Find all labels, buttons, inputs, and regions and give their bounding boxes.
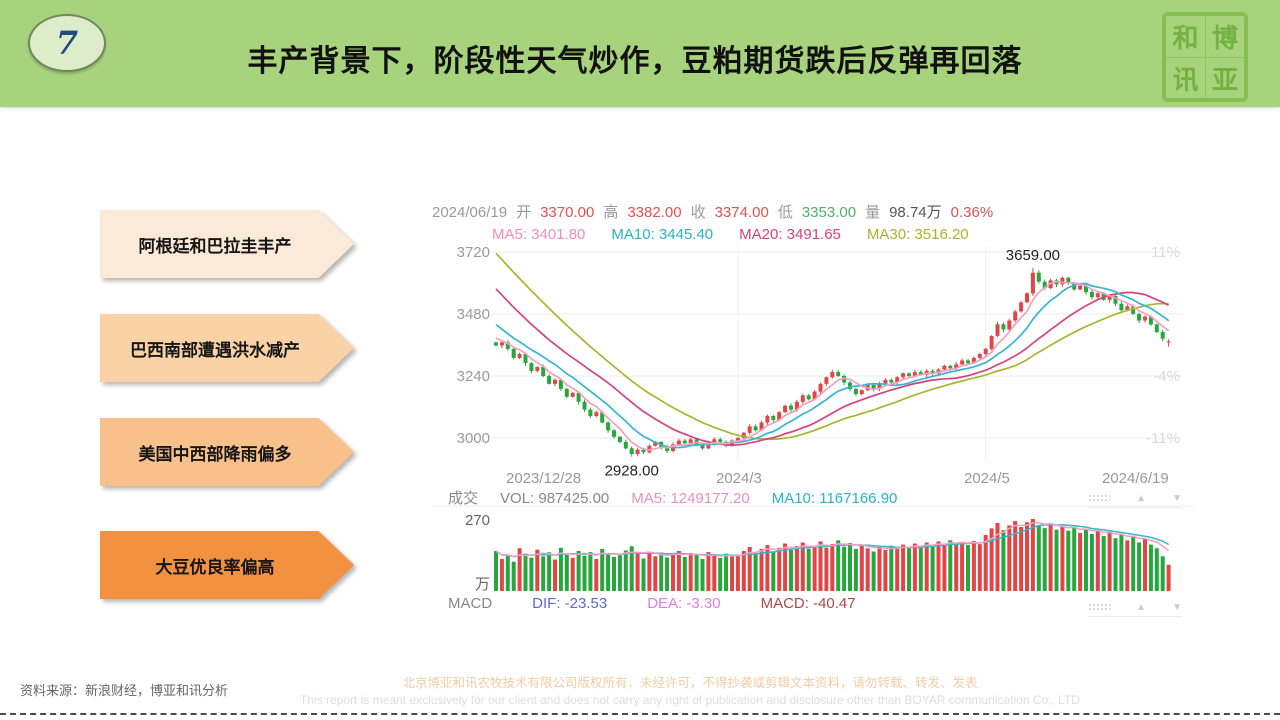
text-segment: 3353.00: [801, 204, 857, 221]
slide-header: 7 丰产背景下，阶段性天气炒作，豆粕期货跌后反弹再回落 和 博 讯 亚: [0, 0, 1280, 107]
text-segment: 3370.00: [540, 204, 595, 221]
x-axis-label: 2024/5: [964, 470, 1010, 487]
panel-toggle-icons: ▲ ▼: [1088, 600, 1182, 617]
collapse-down-icon[interactable]: ▼: [1172, 492, 1182, 504]
x-axis-label: 2024/6/19: [1102, 470, 1169, 487]
text-segment: MA30: 3516.20: [866, 226, 969, 243]
callout-arrow: 阿根廷和巴拉圭丰产: [100, 210, 354, 278]
drag-dots-icon[interactable]: [1088, 602, 1110, 612]
text-segment: MACD: [448, 595, 493, 612]
text-segment: 0.36%: [950, 204, 994, 221]
price-candlestick-plot: 3720 3480 3240 3000 11% -4% -11% 2928.00 3659.00: [457, 246, 1182, 480]
text-segment: 2024/06/19: [432, 204, 508, 221]
macd-info-bar: MACD DIF: -23.53 DEA: -3.30 MACD: -40.47: [448, 595, 896, 612]
callout-soybean-rating: 大豆优良率偏高: [100, 531, 354, 599]
callout-arrow: 大豆优良率偏高: [100, 531, 354, 599]
text-segment: MA10: 3445.40: [611, 226, 714, 243]
svg-text:3240: 3240: [457, 368, 490, 385]
callout-arrow: 美国中西部降雨偏多: [100, 418, 354, 486]
text-segment: MA20: 3491.65: [739, 226, 841, 243]
svg-text:万: 万: [475, 576, 490, 593]
logo-char: 和: [1172, 23, 1199, 53]
svg-text:3480: 3480: [457, 306, 490, 323]
callout-arrow: 巴西南部遭遇洪水减产: [100, 314, 354, 382]
text-segment: MACD: -40.47: [760, 595, 856, 612]
text-segment: 98.74万: [889, 204, 942, 221]
callout-argentina-paraguay: 阿根廷和巴拉圭丰产: [100, 210, 354, 278]
x-axis-label: 2024/3: [716, 470, 762, 487]
panel-toggle-icons: ▲ ▼: [1088, 491, 1182, 508]
svg-text:-4%: -4%: [1153, 368, 1180, 385]
callout-brazil-flood: 巴西南部遭遇洪水减产: [100, 314, 354, 382]
svg-text:11%: 11%: [1151, 246, 1180, 261]
data-source-note: 资料来源：新浪财经，博亚和讯分析: [20, 683, 229, 698]
text-segment: DEA: -3.30: [647, 595, 721, 612]
callout-us-midwest-rain: 美国中西部降雨偏多: [100, 418, 354, 486]
volume-info-bar: 成交 VOL: 987425.00 MA5: 1249177.20 MA10: 116…: [448, 487, 919, 508]
text-segment: MA10: 1167166.90: [771, 490, 898, 507]
svg-text:270: 270: [465, 512, 490, 529]
ma-legend: MA5: 3401.80 MA10: 3445.40 MA20: 3491.65 MA…: [492, 226, 995, 243]
text-segment: 量: [865, 204, 881, 221]
text-segment: 开: [516, 204, 532, 221]
svg-text:3000: 3000: [457, 430, 490, 447]
x-axis-label: 2023/12/28: [506, 470, 582, 487]
page-title: 丰产背景下，阶段性天气炒作，豆粕期货跌后反弹再回落: [247, 45, 1023, 78]
ohlc-info-bar: 2024/06/19 开 3370.00 高 3382.00 收 3374.00 低 3353.…: [432, 201, 1002, 222]
footer-divider: [0, 713, 1280, 715]
svg-text:-11%: -11%: [1146, 430, 1180, 447]
watermark-english: This report is meant exclusively for our…: [300, 693, 1080, 707]
text-segment: MA5: 3401.80: [492, 226, 586, 243]
page-number-badge: 7: [28, 14, 106, 72]
text-segment: 3374.00: [714, 204, 769, 221]
logo-char: 讯: [1166, 57, 1205, 98]
text-segment: 高: [603, 204, 619, 221]
drag-dots-icon[interactable]: [1088, 493, 1110, 503]
page-number: 7: [55, 24, 79, 62]
collapse-up-icon[interactable]: ▲: [1136, 601, 1146, 613]
text-segment: DIF: -23.53: [532, 595, 608, 612]
svg-text:3720: 3720: [457, 246, 490, 261]
watermark-chinese: 北京博亚和讯农牧技术有限公司版权所有，未经许可，不得抄袭或剪辑文本资料，请勿转载…: [402, 676, 978, 690]
text-segment: VOL: 987425.00: [500, 490, 610, 507]
text-segment: 收: [690, 204, 706, 221]
text-segment: 低: [777, 204, 793, 221]
text-segment: 成交: [448, 490, 479, 507]
logo-char: 亚: [1205, 57, 1244, 98]
collapse-down-icon[interactable]: ▼: [1172, 601, 1182, 613]
volume-plot: 270 万: [434, 505, 1194, 593]
boyar-seal-logo: 和 博 讯 亚: [1162, 12, 1248, 102]
collapse-up-icon[interactable]: ▲: [1136, 492, 1146, 504]
text-segment: 3382.00: [627, 204, 682, 221]
svg-text:2928.00: 2928.00: [605, 463, 659, 480]
logo-char: 博: [1205, 16, 1244, 57]
svg-text:3659.00: 3659.00: [1006, 247, 1060, 264]
text-segment: MA5: 1249177.20: [631, 490, 750, 507]
